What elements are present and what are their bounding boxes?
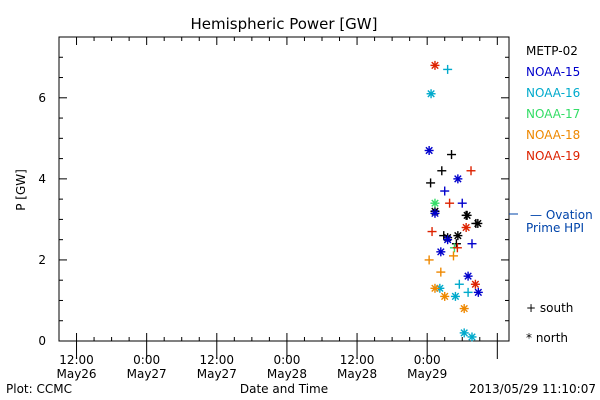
x-tick-label-date: May29 — [407, 367, 447, 381]
marker-key-south: + south — [526, 301, 573, 315]
north-marker — [460, 328, 469, 337]
x-tick-label-time: 0:00 — [414, 353, 441, 367]
north-marker — [430, 209, 439, 218]
south-marker — [458, 199, 467, 208]
north-marker — [473, 219, 482, 228]
plot-frame — [59, 37, 509, 341]
north-marker — [474, 288, 483, 297]
x-tick-label-date: May26 — [56, 367, 96, 381]
legend-entry: NOAA-17 — [526, 107, 580, 121]
south-marker — [440, 187, 449, 196]
x-tick-label-date: May27 — [197, 367, 237, 381]
north-marker — [460, 304, 469, 313]
footer-credit: Plot: CCMC — [6, 382, 72, 396]
north-marker — [436, 247, 445, 256]
chart-title: Hemispheric Power [GW] — [191, 15, 378, 33]
y-tick-label: 6 — [38, 91, 46, 105]
y-axis: 0 2 4 6 — [38, 37, 509, 348]
marker-key-north: * north — [526, 331, 568, 345]
north-marker — [467, 332, 476, 341]
y-tick-label: 0 — [38, 334, 46, 348]
south-marker — [426, 178, 435, 187]
south-marker — [445, 199, 454, 208]
south-marker — [467, 239, 476, 248]
x-tick-label-date: May28 — [337, 367, 377, 381]
legend-entry: METP-02 — [526, 44, 578, 58]
south-marker — [428, 227, 437, 236]
south-marker — [452, 239, 461, 248]
data-markers — [425, 61, 483, 342]
north-marker — [427, 89, 436, 98]
south-marker — [447, 150, 456, 159]
north-marker — [440, 292, 449, 301]
north-marker — [451, 292, 460, 301]
north-marker — [453, 231, 462, 240]
x-tick-label-date: May28 — [267, 367, 307, 381]
north-marker — [425, 146, 434, 155]
footer-timestamp: 2013/05/29 11:10:07 — [469, 382, 596, 396]
x-tick-label-time: 12:00 — [199, 353, 234, 367]
south-marker — [437, 166, 446, 175]
y-axis-label: P [GW] — [14, 169, 28, 211]
south-marker — [464, 288, 473, 297]
north-marker — [471, 280, 480, 289]
south-marker — [436, 268, 445, 277]
legend-entry: NOAA-18 — [526, 128, 580, 142]
north-marker — [463, 211, 472, 220]
legend-entry: NOAA-19 — [526, 149, 580, 163]
north-marker — [430, 284, 439, 293]
north-marker — [443, 235, 452, 244]
reference-line-label: — Ovation — [530, 208, 593, 222]
x-axis: 12:00May260:00May2712:00May270:00May2812… — [56, 37, 497, 381]
y-tick-label: 2 — [38, 253, 46, 267]
x-tick-label-time: 12:00 — [340, 353, 375, 367]
north-marker — [464, 272, 473, 281]
south-marker — [425, 255, 434, 264]
north-marker — [453, 174, 462, 183]
legend-entry: NOAA-15 — [526, 65, 580, 79]
x-tick-label-time: 12:00 — [59, 353, 94, 367]
reference-line-key: — Ovation Prime HPI — [509, 208, 593, 235]
x-tick-label-date: May27 — [127, 367, 167, 381]
hemispheric-power-chart: Hemispheric Power [GW] 0246 12:00May260:… — [0, 0, 600, 400]
south-marker — [455, 280, 464, 289]
south-marker — [449, 251, 458, 260]
south-marker — [443, 65, 452, 74]
north-marker — [430, 199, 439, 208]
north-marker — [430, 61, 439, 70]
reference-line-label-2: Prime HPI — [526, 221, 584, 235]
x-tick-label-time: 0:00 — [133, 353, 160, 367]
x-tick-label-time: 0:00 — [273, 353, 300, 367]
y-tick-label: 4 — [38, 172, 46, 186]
x-axis-label: Date and Time — [240, 382, 328, 396]
legend-entry: NOAA-16 — [526, 86, 580, 100]
south-marker — [467, 166, 476, 175]
north-marker — [462, 223, 471, 232]
legend: METP-02 NOAA-15 NOAA-16 NOAA-17 NOAA-18 NOAA-… — [526, 44, 580, 163]
